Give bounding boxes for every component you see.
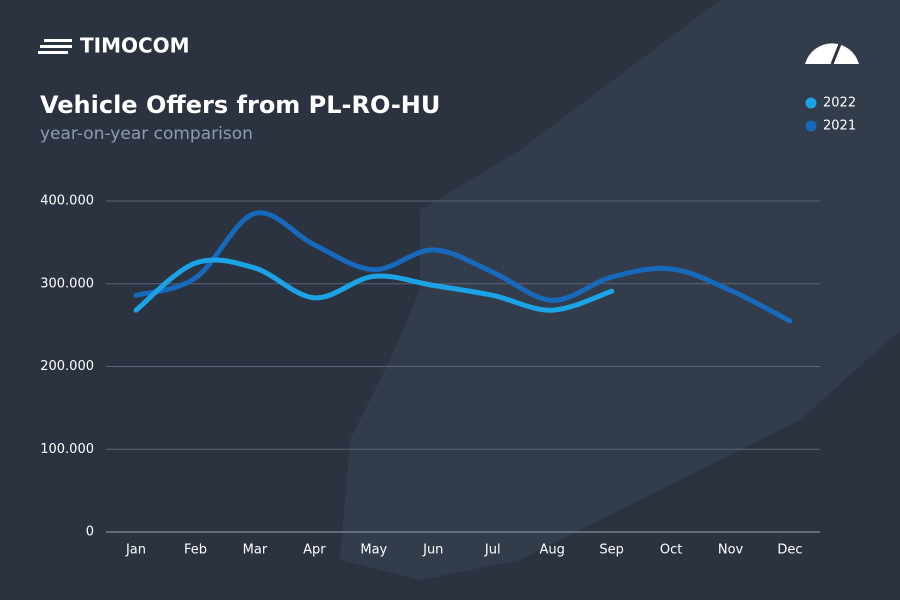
legend-label: 2022 [823,96,856,111]
y-tick-label: 0 [86,525,94,540]
gauge-needle [830,43,842,65]
x-tick-label: Mar [243,543,268,558]
chart-title: Vehicle Offers from PL-RO-HU [40,91,440,119]
x-tick-label: Aug [539,543,564,558]
line-series [133,257,615,313]
y-tick-label: 300.000 [40,276,94,291]
y-tick-label: 200.000 [40,359,94,374]
x-tick-label: Jan [125,543,146,558]
x-tick-label: Oct [660,543,682,558]
x-tick-label: Dec [777,543,802,558]
brand: TIMOCOM [80,34,190,58]
gauge-icon [805,43,859,64]
legend-label: 2021 [823,119,856,134]
x-tick-label: Jun [422,543,443,558]
x-tick-label: Feb [184,543,207,558]
logo-icon [38,39,72,54]
x-tick-label: Sep [599,543,624,558]
x-tick-label: Jul [484,543,501,558]
legend-marker [805,120,817,132]
y-tick-label: 100.000 [40,442,94,457]
chart-subtitle: year-on-year comparison [40,124,253,144]
line-series [133,210,793,324]
x-tick-label: Nov [718,543,744,558]
x-tick-label: May [360,543,387,558]
x-tick-label: Apr [303,543,326,558]
legend-marker [805,97,817,109]
map-shape [340,0,900,580]
y-tick-label: 400.000 [40,194,94,209]
